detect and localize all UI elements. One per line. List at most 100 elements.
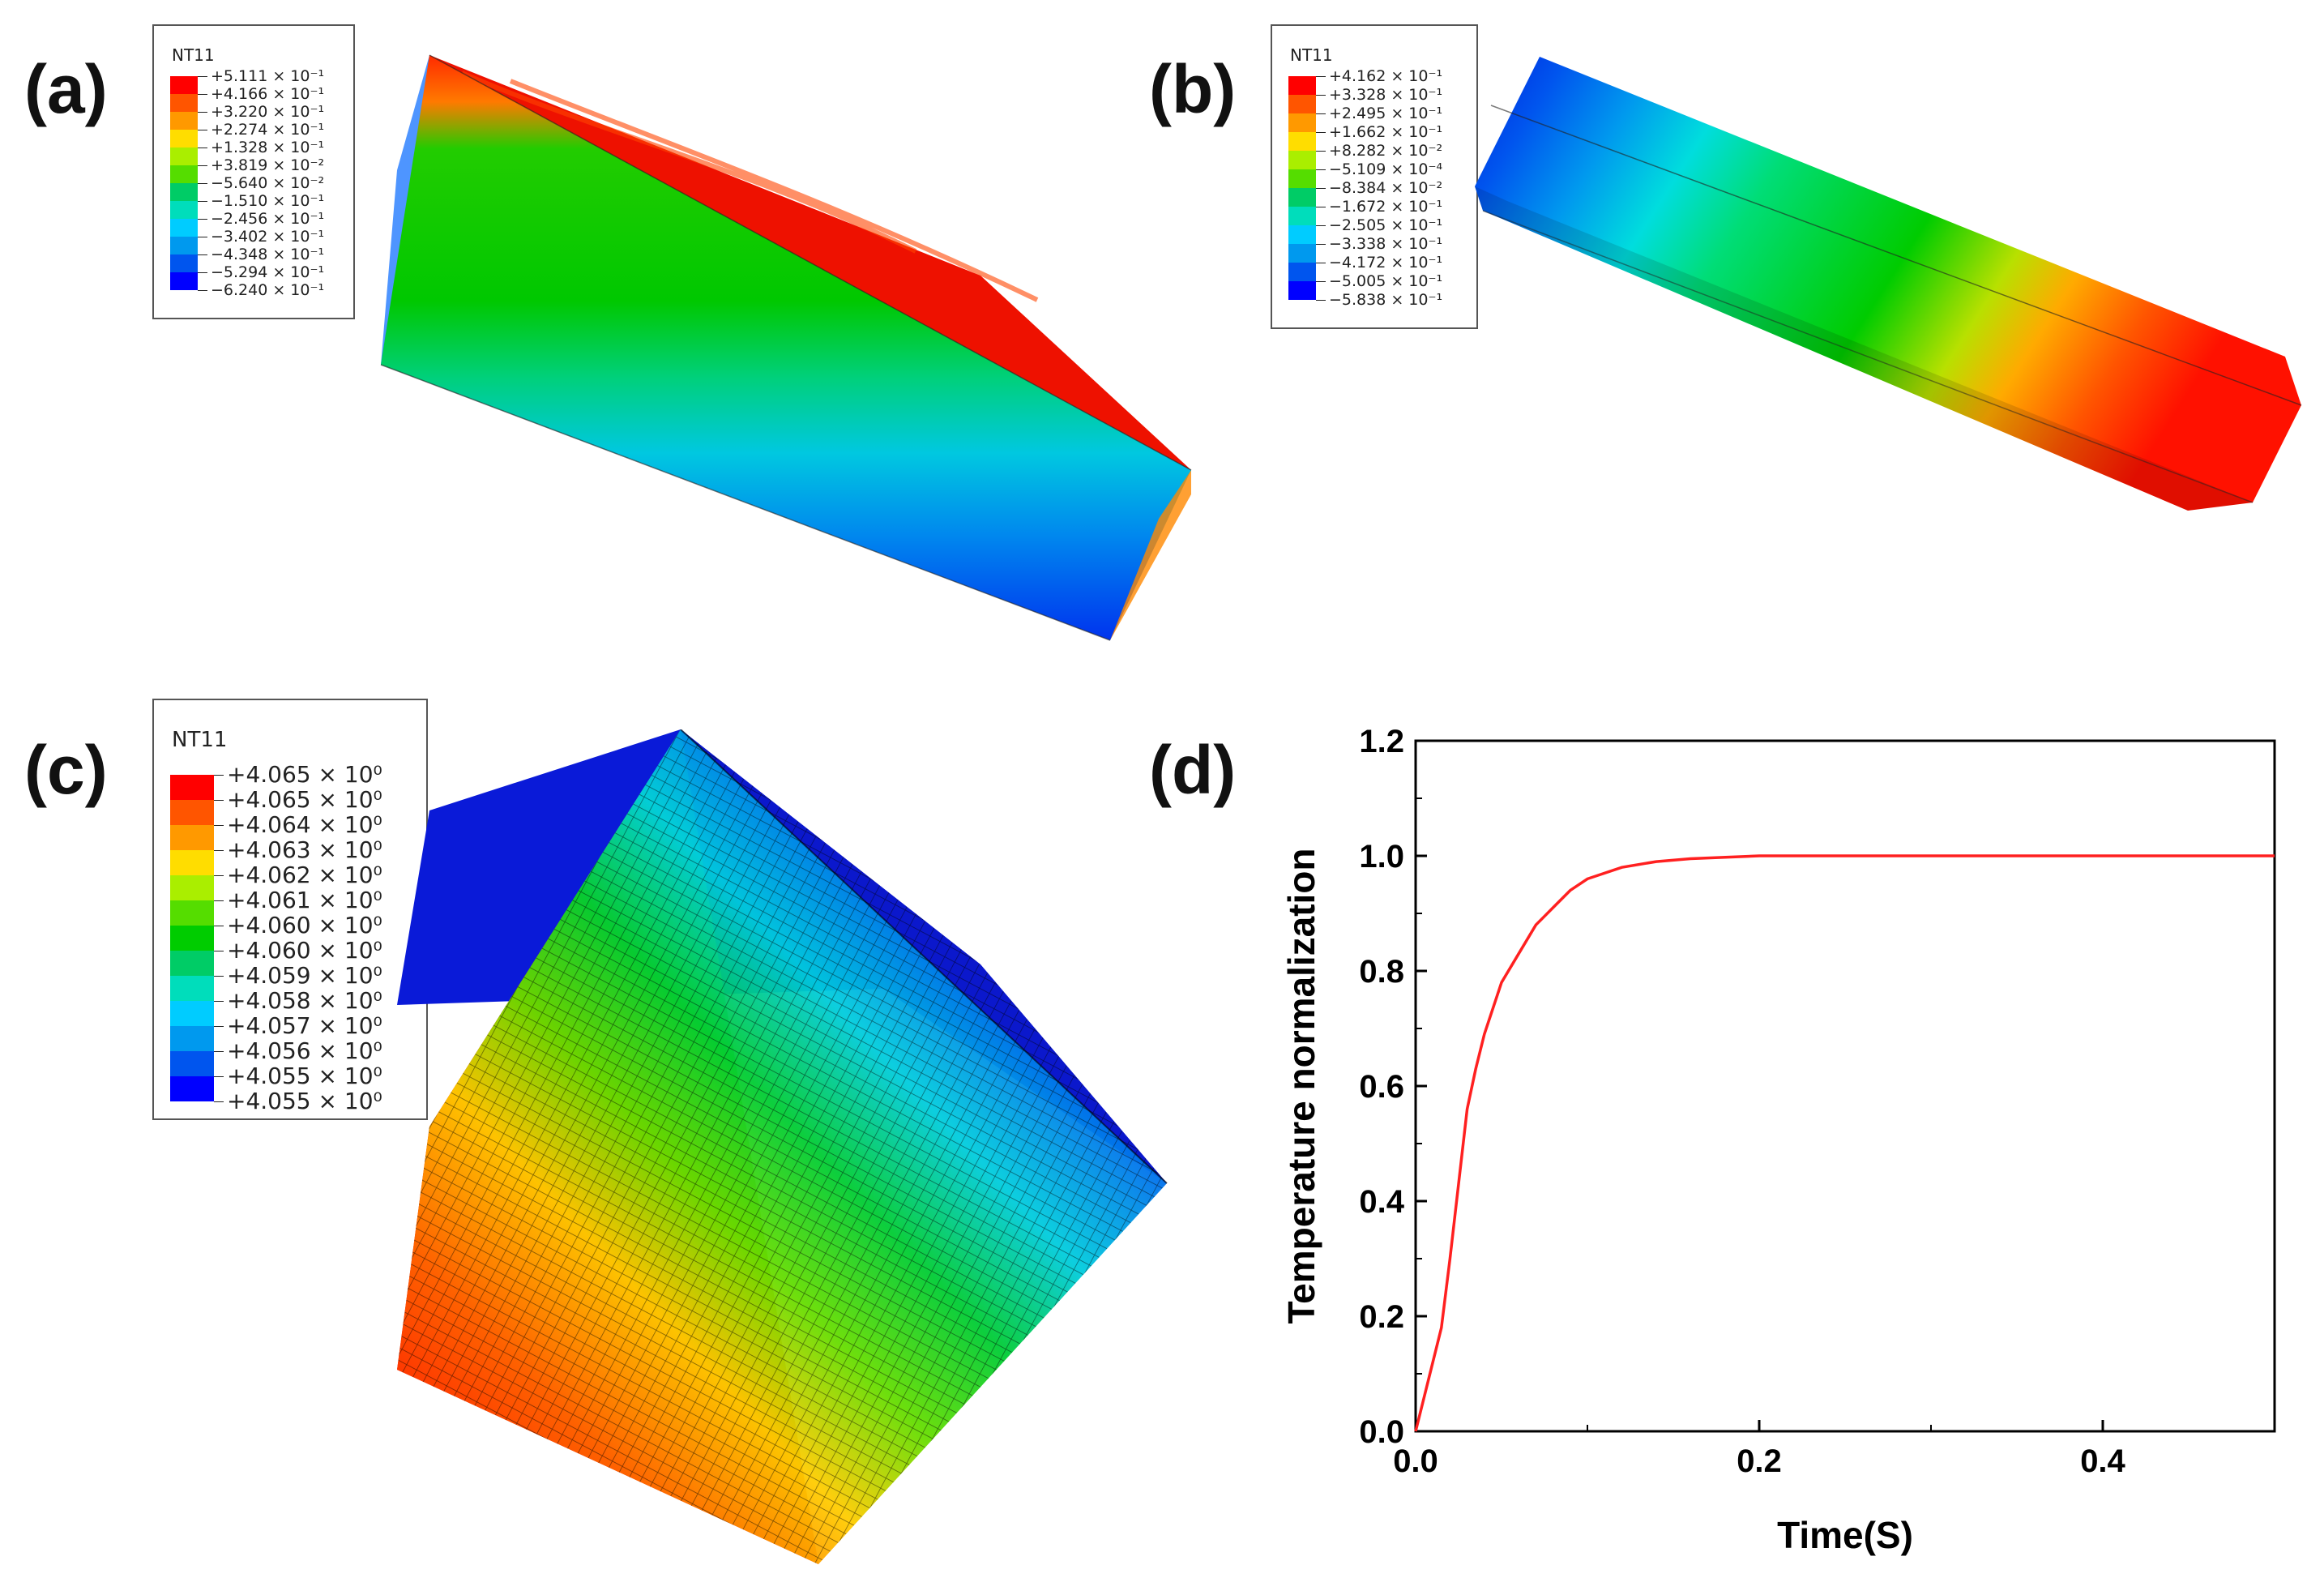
legend-swatch (1288, 169, 1316, 188)
legend-tick (214, 875, 224, 876)
legend-tick (214, 1076, 224, 1077)
legend-swatch (1288, 225, 1316, 244)
legend-tick (214, 900, 224, 901)
legend-tick (198, 254, 207, 255)
legend-swatch (170, 951, 214, 976)
legend-value: +3.819 × 10⁻² (211, 156, 325, 174)
legend-value: +4.064 × 10⁰ (227, 811, 382, 839)
legend-tick (1316, 169, 1326, 170)
legend-swatch (170, 76, 198, 94)
legend-value: +4.061 × 10⁰ (227, 887, 382, 914)
legend-swatch (170, 1026, 214, 1051)
legend-value: −5.109 × 10⁻⁴ (1329, 160, 1443, 178)
legend-tick (214, 976, 224, 977)
legend-value: +4.055 × 10⁰ (227, 1088, 382, 1115)
legend-swatch (1288, 281, 1316, 300)
legend-value: +3.328 × 10⁻¹ (1329, 85, 1443, 104)
legend-value: +1.328 × 10⁻¹ (211, 138, 325, 156)
legend-tick (1316, 132, 1326, 133)
legend-value: +1.662 × 10⁻¹ (1329, 122, 1443, 141)
legend-value: −5.005 × 10⁻¹ (1329, 272, 1443, 290)
y-tick-label: 0.2 (1359, 1299, 1404, 1335)
panel-b-contour-plot (1475, 57, 2302, 511)
legend-tick (198, 290, 207, 291)
legend-swatch (170, 201, 198, 219)
legend-swatch (170, 976, 214, 1001)
legend-tick (198, 183, 207, 184)
legend-swatch (170, 254, 198, 272)
legend-swatch (170, 1001, 214, 1026)
legend-value: −3.402 × 10⁻¹ (211, 227, 325, 246)
legend-value: +4.060 × 10⁰ (227, 937, 382, 964)
legend-value: +4.058 × 10⁰ (227, 987, 382, 1015)
legend-swatch (170, 900, 214, 926)
legend-title: NT11 (172, 728, 228, 752)
legend-title: NT11 (1290, 45, 1333, 65)
legend-swatch (170, 219, 198, 237)
legend-swatch (170, 775, 214, 800)
legend-value: −3.338 × 10⁻¹ (1329, 234, 1443, 253)
legend-value: +2.495 × 10⁻¹ (1329, 104, 1443, 122)
y-tick-label: 0.0 (1359, 1414, 1404, 1450)
legend-value: −4.348 × 10⁻¹ (211, 245, 325, 263)
legend-swatch (1288, 132, 1316, 151)
legend-tick (214, 1101, 224, 1102)
legend-swatch (170, 148, 198, 165)
series-line (1414, 854, 2275, 1432)
legend-swatch (1288, 263, 1316, 281)
legend-swatch (170, 183, 198, 201)
legend-tick (1316, 225, 1326, 226)
legend-swatch (1288, 244, 1316, 263)
legend-tick (198, 112, 207, 113)
legend-swatch (170, 1076, 214, 1101)
y-tick-label: 0.6 (1359, 1069, 1404, 1105)
legend-swatch (1288, 151, 1316, 169)
legend-value: −2.456 × 10⁻¹ (211, 209, 325, 228)
legend-tick (1316, 188, 1326, 189)
panel-c-mesh-plot (397, 729, 1168, 1564)
legend-tick (198, 272, 207, 273)
legend-value: −5.640 × 10⁻² (211, 173, 325, 192)
legend-swatch (1288, 95, 1316, 113)
legend-swatch (170, 130, 198, 148)
legend-value: +4.166 × 10⁻¹ (211, 84, 325, 103)
legend-tick (198, 94, 207, 95)
legend-value: +4.057 × 10⁰ (227, 1012, 382, 1040)
legend-c: NT11 +4.065 × 10⁰ +4.065 × 10⁰ +4.064 × 10… (152, 699, 428, 1120)
legend-value: +5.111 × 10⁻¹ (211, 66, 325, 85)
legend-value: +4.065 × 10⁰ (227, 761, 382, 789)
legend-value: +4.162 × 10⁻¹ (1329, 66, 1443, 85)
legend-tick (1316, 281, 1326, 282)
y-axis-label: Temperature normalization (1280, 848, 1322, 1323)
legend-value: +4.059 × 10⁰ (227, 962, 382, 990)
panel-a-contour-plot (380, 54, 1192, 641)
panel-label-c: (c) (24, 732, 108, 808)
legend-value: −4.172 × 10⁻¹ (1329, 253, 1443, 272)
legend-value: +4.062 × 10⁰ (227, 862, 382, 889)
legend-value: −2.505 × 10⁻¹ (1329, 216, 1443, 234)
legend-value: −1.510 × 10⁻¹ (211, 191, 325, 210)
legend-value: −5.838 × 10⁻¹ (1329, 290, 1443, 309)
legend-value: +4.065 × 10⁰ (227, 786, 382, 814)
box-front-face (381, 55, 1191, 640)
x-tick-label: 0.4 (2080, 1443, 2125, 1479)
x-tick-label: 0.0 (1393, 1443, 1438, 1479)
legend-swatch (1288, 76, 1316, 95)
panel-label-b: (b) (1149, 51, 1237, 127)
legend-tick (214, 1051, 224, 1052)
x-axis-label: Time(S) (1777, 1514, 1913, 1556)
legend-tick (214, 800, 224, 801)
y-tick-label: 0.4 (1359, 1184, 1404, 1220)
legend-swatch (170, 112, 198, 130)
legend-value: +4.055 × 10⁰ (227, 1063, 382, 1090)
panel-label-d: (d) (1149, 732, 1237, 808)
legend-value: −5.294 × 10⁻¹ (211, 263, 325, 281)
y-tick-label: 0.8 (1359, 954, 1404, 990)
legend-title: NT11 (172, 45, 215, 65)
x-tick-label: 0.2 (1737, 1443, 1782, 1479)
legend-swatch (1288, 113, 1316, 132)
legend-tick (214, 775, 224, 776)
legend-value: −6.240 × 10⁻¹ (211, 280, 325, 299)
legend-value: −1.672 × 10⁻¹ (1329, 197, 1443, 216)
legend-swatch (170, 1051, 214, 1076)
